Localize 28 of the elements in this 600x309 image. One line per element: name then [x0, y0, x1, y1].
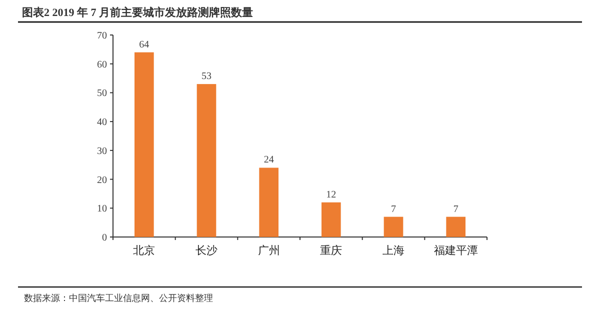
bar [384, 216, 404, 237]
x-tick-label: 福建平潭 [434, 244, 478, 257]
y-tick-label: 0 [102, 232, 107, 244]
y-tick-label: 50 [97, 88, 107, 100]
data-label: 12 [326, 189, 336, 200]
x-tick-label: 重庆 [320, 244, 342, 257]
data-label: 24 [264, 154, 274, 166]
x-tick-label: 长沙 [196, 244, 218, 257]
bar [259, 168, 278, 237]
bar [446, 216, 466, 237]
data-label: 7 [391, 204, 396, 215]
data-label: 7 [453, 204, 458, 215]
x-tick-label: 北京 [133, 244, 156, 257]
y-tick-label: 60 [97, 59, 107, 70]
data-label: 64 [139, 39, 150, 50]
source-note: 数据来源：中国汽车工业信息网、公开资料整理 [24, 293, 213, 303]
x-tick-label: 广州 [258, 244, 280, 257]
bar [322, 202, 341, 237]
y-tick-label: 70 [97, 30, 107, 42]
x-tick-label: 上海 [382, 244, 404, 257]
y-tick-label: 10 [97, 204, 107, 215]
y-tick-label: 20 [97, 174, 107, 186]
data-label: 53 [202, 71, 212, 82]
y-tick-label: 30 [97, 146, 107, 157]
bar [196, 84, 216, 237]
bar [134, 52, 154, 237]
y-tick-label: 40 [97, 117, 107, 128]
chart-title: 图表2 2019 年 7 月前主要城市发放路测牌照数量 [22, 6, 253, 19]
